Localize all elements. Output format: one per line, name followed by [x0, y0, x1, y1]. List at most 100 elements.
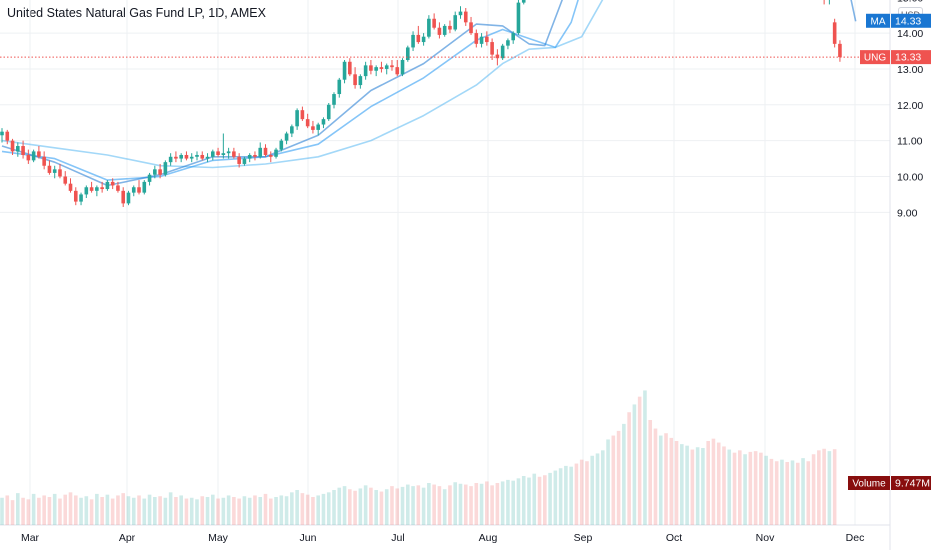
candle-body: [521, 0, 526, 3]
last-price-badge-value: [891, 50, 931, 65]
volume-bar: [26, 499, 31, 525]
candle-body: [326, 104, 331, 120]
volume-bar: [748, 451, 753, 525]
volume-bar: [611, 435, 616, 525]
volume-bar: [795, 462, 800, 525]
volume-bar: [5, 495, 10, 525]
volume-bar: [600, 450, 605, 525]
x-axis-labels: Mar Apr May Jun Jul Aug Sep Oct Nov Dec: [21, 532, 864, 544]
volume-bar: [84, 496, 89, 525]
candle-body: [58, 169, 62, 177]
candle: [284, 131, 289, 145]
volume-bar: [469, 486, 473, 525]
volume-bar: [147, 494, 152, 525]
candle-body: [232, 151, 236, 157]
ma-line: [1, 0, 604, 169]
candle-body: [337, 79, 342, 95]
volume-bar: [543, 475, 547, 525]
candle-body: [284, 133, 289, 141]
volume-bar: [184, 498, 189, 525]
volume-bar: [411, 486, 415, 525]
candle-body: [295, 110, 299, 127]
candle-body: [174, 156, 178, 159]
candle-body: [411, 34, 415, 48]
volume-bar: [711, 438, 716, 525]
candle: [42, 151, 46, 170]
volume-bar: [553, 470, 558, 525]
ma-badge-tag: [866, 13, 890, 28]
candle: [838, 40, 842, 62]
candle: [511, 31, 515, 44]
volume-bar: [595, 453, 600, 525]
candle: [485, 31, 489, 46]
candle-body: [437, 27, 442, 35]
candle: [73, 187, 78, 206]
candle-body: [42, 156, 46, 166]
candle: [453, 11, 458, 32]
candle: [174, 151, 178, 163]
candle: [437, 22, 442, 39]
volume-bar: [463, 484, 468, 525]
volume-bar: [495, 483, 500, 525]
volume-bar: [52, 493, 57, 525]
volume-bar: [632, 404, 637, 525]
candle-body: [68, 183, 73, 191]
volume-bar: [321, 493, 326, 525]
volume-bar: [348, 489, 352, 525]
volume-bar: [442, 489, 447, 525]
volume-bar: [353, 490, 357, 525]
candle: [427, 15, 431, 39]
candle-body: [363, 65, 368, 77]
volume-bar: [801, 458, 805, 525]
volume-bar: [42, 495, 46, 525]
candle: [405, 45, 410, 62]
candle: [490, 38, 494, 60]
volume-bar: [179, 495, 183, 525]
candle: [448, 20, 452, 34]
volume-bar: [548, 472, 552, 525]
candle: [432, 13, 436, 30]
candle: [828, 0, 830, 5]
candle-body: [300, 110, 305, 120]
volume-bar: [806, 461, 811, 525]
candle-body: [0, 131, 4, 136]
volume-bar: [142, 498, 147, 525]
volume-bar: [110, 498, 115, 525]
volume-bar: [727, 449, 732, 525]
volume-bar: [337, 487, 342, 525]
candle: [463, 8, 468, 26]
volume-bar: [427, 483, 431, 525]
candle-body: [110, 181, 115, 186]
volume-bar: [68, 492, 73, 525]
volume-bar: [732, 452, 737, 525]
volume-bar: [627, 412, 631, 525]
candle-body: [142, 181, 147, 193]
ma-line: [1, 0, 579, 181]
volume-bar: [226, 495, 231, 525]
volume-bar: [500, 481, 505, 525]
candle: [68, 178, 73, 193]
candle: [205, 153, 210, 163]
volume-bar: [822, 448, 826, 525]
candle: [353, 67, 357, 89]
candle: [237, 153, 241, 168]
volume-bar: [311, 497, 315, 525]
volume-bar: [263, 493, 268, 525]
candle-body: [832, 22, 837, 44]
candles: [0, 0, 842, 207]
x-tick-label: Sep: [574, 532, 593, 544]
volume-bar: [131, 497, 136, 525]
volume-bar: [585, 461, 589, 525]
volume-bar: [232, 497, 236, 525]
y-tick-label: 14.00: [897, 28, 923, 40]
volume-bar: [759, 452, 763, 525]
candle: [21, 140, 25, 159]
candle-body: [21, 146, 25, 155]
candle-body: [10, 140, 15, 152]
candle: [137, 180, 141, 195]
candle: [390, 59, 394, 71]
volume-bar: [811, 454, 816, 525]
candle: [458, 6, 463, 19]
